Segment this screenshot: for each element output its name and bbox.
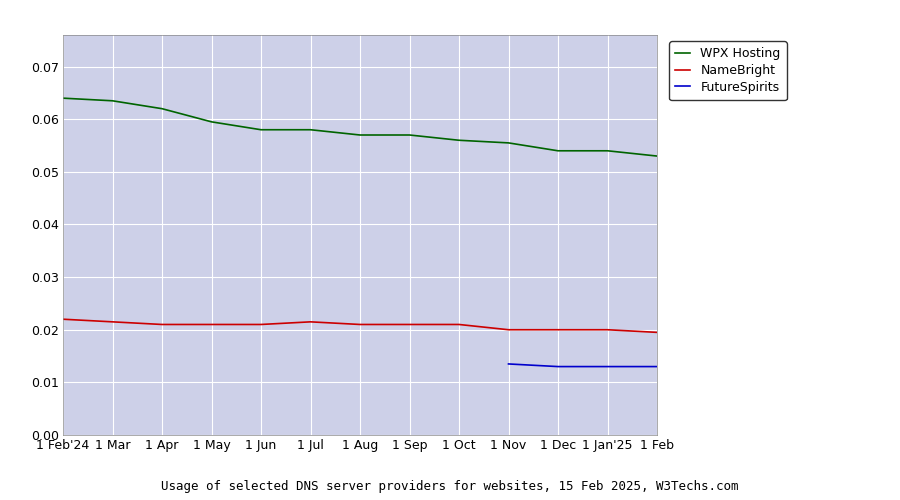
NameBright (553, 326, 563, 332)
FutureSpirits (602, 364, 613, 370)
WPX Hosting (602, 148, 613, 154)
NameBright (107, 319, 118, 325)
NameBright (652, 330, 662, 336)
WPX Hosting (256, 126, 266, 132)
Line: NameBright: NameBright (63, 319, 657, 332)
NameBright (454, 322, 464, 328)
WPX Hosting (58, 95, 68, 101)
WPX Hosting (553, 148, 563, 154)
WPX Hosting (107, 98, 118, 104)
NameBright (256, 322, 266, 328)
FutureSpirits (652, 364, 662, 370)
WPX Hosting (206, 119, 217, 125)
NameBright (404, 322, 415, 328)
WPX Hosting (652, 153, 662, 159)
NameBright (157, 322, 167, 328)
WPX Hosting (305, 126, 316, 132)
NameBright (305, 319, 316, 325)
Text: Usage of selected DNS server providers for websites, 15 Feb 2025, W3Techs.com: Usage of selected DNS server providers f… (161, 480, 739, 493)
NameBright (602, 326, 613, 332)
NameBright (58, 316, 68, 322)
WPX Hosting (404, 132, 415, 138)
Line: WPX Hosting: WPX Hosting (63, 98, 657, 156)
NameBright (503, 326, 514, 332)
NameBright (206, 322, 217, 328)
FutureSpirits (503, 361, 514, 367)
FutureSpirits (553, 364, 563, 370)
NameBright (355, 322, 365, 328)
WPX Hosting (355, 132, 365, 138)
WPX Hosting (454, 138, 464, 143)
Line: FutureSpirits: FutureSpirits (508, 364, 657, 366)
Legend: WPX Hosting, NameBright, FutureSpirits: WPX Hosting, NameBright, FutureSpirits (670, 42, 787, 100)
WPX Hosting (503, 140, 514, 146)
WPX Hosting (157, 106, 167, 112)
